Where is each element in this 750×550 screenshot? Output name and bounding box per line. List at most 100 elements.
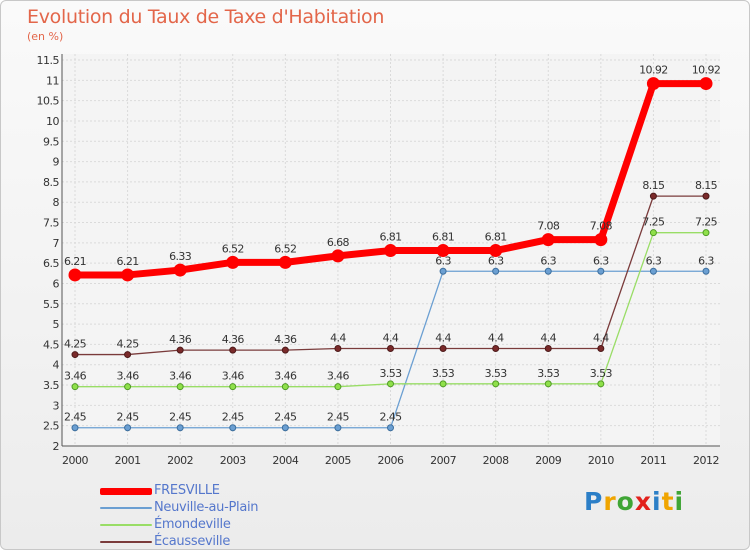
unit-label: (en %) (27, 30, 64, 43)
data-label-emondeville: 3.53 (379, 367, 402, 380)
y-tick-label: 2 (53, 440, 60, 453)
data-point-ecausseville (229, 346, 237, 354)
logo-letter: r (603, 487, 617, 516)
data-point-ecausseville (544, 344, 552, 352)
data-point-fresville (541, 233, 555, 247)
data-point-emondeville (387, 380, 394, 388)
y-tick-label: 3.5 (43, 379, 59, 392)
legend-swatch-emondeville (100, 524, 152, 526)
data-point-emondeville (334, 383, 342, 391)
data-point-ecausseville (649, 192, 657, 200)
data-point-neuville-au-plain (702, 267, 710, 275)
data-point-neuville-au-plain (334, 424, 342, 432)
data-label-ecausseville: 8.15 (695, 179, 718, 192)
data-label-neuville-au-plain: 2.45 (327, 411, 350, 424)
axes: 2 2.5 3 3.5 4 4.5 5 5.5 6 6.5 7 7.5 8 8.5 9 9.5 10 10.5 11… (37, 54, 720, 467)
x-tick-label: 2002 (167, 454, 193, 467)
y-tick-label: 4 (53, 359, 60, 372)
data-label-emondeville: 3.46 (169, 370, 192, 383)
data-label-ecausseville: 4.36 (169, 333, 192, 346)
data-point-neuville-au-plain (124, 424, 132, 432)
data-point-neuville-au-plain (281, 424, 289, 432)
legend-item-emondeville[interactable]: Émondeville (100, 517, 360, 533)
y-tick-label: 6.5 (43, 257, 59, 270)
y-tick-label: 3 (53, 399, 60, 412)
data-point-neuville-au-plain (71, 424, 79, 432)
data-point-emondeville (229, 383, 237, 391)
y-tick-label: 11 (46, 74, 59, 87)
data-label-ecausseville: 4.25 (117, 338, 140, 351)
data-point-fresville (646, 77, 660, 91)
legend-item-ecausseville[interactable]: Écausseville (100, 534, 360, 550)
x-tick-label: 2012 (693, 454, 719, 467)
data-label-ecausseville: 4.36 (274, 333, 297, 346)
data-point-emondeville (176, 383, 184, 391)
data-point-fresville (173, 263, 187, 277)
data-point-fresville (121, 268, 135, 282)
data-point-neuville-au-plain (492, 267, 500, 275)
y-tick-label: 11.5 (37, 54, 60, 67)
y-tick-label: 7.5 (43, 217, 59, 230)
data-label-neuville-au-plain: 6.3 (698, 254, 714, 267)
data-point-neuville-au-plain (387, 424, 394, 432)
data-point-fresville (278, 255, 292, 269)
data-label-ecausseville: 4.4 (435, 331, 451, 344)
logo-letter: P (584, 487, 604, 516)
x-tick-label: 2010 (588, 454, 614, 467)
data-label-ecausseville: 4.4 (383, 331, 399, 344)
legend-item-neuville-au-plain[interactable]: Neuville-au-Plain (100, 500, 360, 516)
data-label-fresville: 6.52 (274, 242, 296, 255)
data-label-neuville-au-plain: 6.3 (593, 254, 609, 267)
logo-letter: o (616, 487, 635, 516)
data-label-ecausseville: 4.36 (222, 333, 245, 346)
data-point-emondeville (597, 380, 605, 388)
y-tick-label: 10.5 (37, 95, 60, 108)
y-tick-label: 8 (53, 196, 60, 209)
data-point-neuville-au-plain (439, 267, 447, 275)
data-point-neuville-au-plain (544, 267, 552, 275)
data-label-ecausseville: 4.4 (593, 331, 609, 344)
data-label-neuville-au-plain: 6.3 (435, 254, 451, 267)
data-label-fresville: 10.92 (692, 64, 721, 77)
y-tick-label: 5 (53, 318, 60, 331)
y-tick-label: 10 (46, 115, 59, 128)
data-label-fresville: 6.52 (222, 242, 244, 255)
logo-letter: x (634, 487, 652, 516)
data-label-ecausseville: 4.4 (330, 331, 346, 344)
data-point-fresville (699, 77, 713, 91)
data-label-emondeville: 3.53 (537, 367, 560, 380)
data-label-fresville: 6.21 (64, 255, 86, 268)
data-point-emondeville (702, 229, 710, 237)
y-tick-label: 8.5 (43, 176, 59, 189)
data-point-emondeville (492, 380, 500, 388)
data-label-neuville-au-plain: 2.45 (117, 411, 140, 424)
data-label-fresville: 6.68 (327, 236, 350, 249)
data-label-emondeville: 3.46 (274, 370, 297, 383)
data-point-ecausseville (334, 344, 342, 352)
data-label-emondeville: 3.53 (432, 367, 455, 380)
data-label-emondeville: 7.25 (695, 216, 718, 229)
legend-label-ecausseville: Écausseville (154, 534, 231, 549)
data-point-emondeville (71, 383, 79, 391)
legend-label-fresville: FRESVILLE (154, 483, 220, 498)
data-label-emondeville: 3.46 (327, 370, 350, 383)
series-group (68, 77, 713, 432)
legend-item-fresville[interactable]: FRESVILLE (100, 483, 360, 499)
data-label-emondeville: 3.46 (64, 370, 87, 383)
data-point-fresville (68, 268, 82, 282)
y-tick-label: 6 (53, 277, 60, 290)
y-tick-label: 5.5 (43, 298, 59, 311)
data-point-fresville (226, 255, 240, 269)
data-point-emondeville (124, 383, 132, 391)
data-label-ecausseville: 8.15 (642, 179, 665, 192)
legend-swatch-neuville-au-plain (100, 507, 152, 509)
data-point-ecausseville (439, 344, 447, 352)
data-point-ecausseville (281, 346, 289, 354)
data-label-ecausseville: 4.25 (64, 338, 87, 351)
data-point-neuville-au-plain (176, 424, 184, 432)
data-label-emondeville: 3.53 (590, 367, 613, 380)
data-label-neuville-au-plain: 2.45 (379, 411, 402, 424)
x-tick-label: 2007 (430, 454, 456, 467)
data-point-emondeville (439, 380, 447, 388)
